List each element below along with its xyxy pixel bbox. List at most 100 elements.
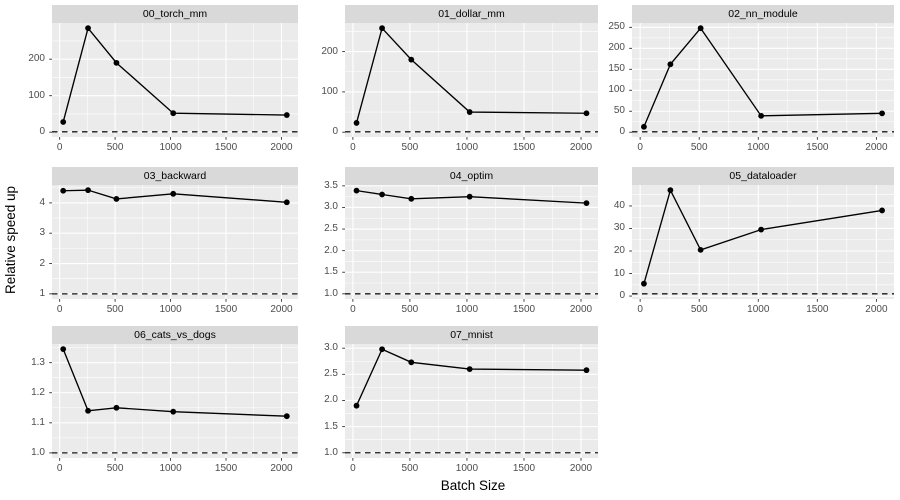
y-tick-label: 1.2 [31,386,45,398]
y-tick-label: 1.5 [324,266,338,278]
data-point [408,195,415,202]
x-tick-label: 1000 [159,304,182,315]
x-tick-label: 500 [401,304,419,315]
x-tick-label: 500 [401,463,419,474]
data-point [85,407,91,414]
facet-title: 07_mnist [450,329,493,341]
facet-strip: 07_mnist [345,326,598,344]
y-tick-label: 1.0 [324,287,338,299]
y-tick-label: 150 [608,63,625,75]
data-point [85,25,91,32]
y-tick-label: 2.5 [324,223,338,235]
facet-strip: 06_cats_vs_dogs [52,326,298,344]
x-tick-label: 1500 [806,142,829,153]
data-point [641,123,647,130]
x-tick-label: 2000 [569,304,593,315]
panel-svg [49,344,298,461]
y-tick-label: 1.5 [324,420,338,432]
y-tick-label: 30 [613,222,625,234]
facet-01_dollar_mm: 01_dollar_mm 0 100 200 0 500 1000 1500 2000 [303,5,610,171]
facet-05_dataloader: 05_dataloader 0 10 20 30 40 0 500 1000 1500 2000 [590,167,900,333]
data-point [353,120,360,126]
panel-svg [342,185,598,302]
y-tick-label: 40 [613,199,625,211]
data-point [466,193,473,200]
y-tick-label: 0 [332,126,338,138]
x-axis-title: Batch Size [440,478,506,493]
facet-title: 04_optim [449,170,494,182]
facet-strip: 00_torch_mm [52,5,298,23]
x-tick-label: 1000 [455,142,479,153]
facet-title: 03_backward [143,170,207,182]
facet-03_backward: 03_backward 1 2 3 4 0 500 1000 1500 2000 [10,167,310,333]
x-tick-label: 0 [56,304,63,315]
data-point [583,200,590,207]
y-tick-label: 2.5 [324,368,338,380]
y-tick-label: 100 [28,89,45,101]
y-tick-label: 2.0 [324,244,338,256]
data-point [170,110,177,117]
data-point [667,61,674,68]
y-tick-label: 100 [608,84,625,96]
y-tick-label: 2 [39,257,45,269]
y-tick-label: 1 [39,287,45,299]
data-point [583,110,590,117]
y-tick-label: 0 [39,126,45,138]
panel-background [345,185,598,299]
x-tick-label: 2000 [865,142,888,153]
x-tick-label: 1500 [512,142,536,153]
y-axis-title: Relative speed up [3,185,18,295]
y-tick-label: 3.5 [324,179,338,191]
y-tick-label: 3.0 [324,201,338,213]
y-tick-label: 200 [321,45,338,57]
data-point [466,366,473,373]
data-point [466,109,473,115]
x-tick-label: 0 [56,142,63,153]
panel-svg [342,23,598,140]
facet-strip: 05_dataloader [632,167,894,185]
data-point [379,25,385,32]
data-point [170,408,177,415]
y-tick-label: 20 [613,245,625,256]
facet-title: 00_torch_mm [142,8,208,20]
y-tick-label: 200 [28,53,45,65]
data-point [283,112,290,118]
x-tick-label: 500 [106,142,124,153]
y-tick-label: 4 [39,196,45,208]
data-point [697,246,704,253]
facet-title: 06_cats_vs_dogs [134,329,216,341]
data-point [283,199,290,206]
y-tick-label: 2.0 [324,394,338,406]
panel-svg [342,344,598,461]
x-tick-label: 500 [401,142,419,153]
data-point [697,25,704,32]
data-point [113,59,120,66]
data-point [113,404,120,411]
data-point [60,119,67,125]
facet-02_nn_module: 02_nn_module 0 50 100 150 200 250 0 500 1000 1500 2… [590,5,900,171]
panel-background [345,23,598,137]
x-tick-label: 1500 [512,304,536,315]
facet-strip: 03_backward [52,167,298,185]
data-point [379,346,385,353]
data-point [408,56,415,63]
x-tick-label: 1500 [512,463,536,474]
y-tick-label: 0 [619,290,625,302]
x-tick-label: 1000 [159,142,182,153]
facet-04_optim: 04_optim 1.0 1.5 2.0 2.5 3.0 3.5 0 500 1000 1500 20… [303,167,610,333]
data-point [408,359,415,366]
y-tick-label: 250 [608,21,625,33]
facet-06_cats_vs_dogs: 06_cats_vs_dogs 1.0 1.1 1.2 1.3 0 500 1000 1500 2… [10,326,310,492]
facet-07_mnist: 07_mnist 1.0 1.5 2.0 2.5 3.0 0 500 1000 1500 2000 [303,326,610,492]
x-tick-label: 1500 [214,304,238,315]
x-tick-label: 500 [106,304,124,315]
panel-svg [629,23,894,140]
data-point [879,110,885,117]
data-point [879,207,885,214]
y-tick-label: 200 [608,42,625,54]
y-tick-label: 1.0 [31,446,45,458]
x-tick-label: 1500 [214,142,238,153]
y-tick-label: 1.3 [31,356,45,368]
x-tick-label: 1000 [747,304,770,315]
y-tick-label: 3 [39,227,45,239]
